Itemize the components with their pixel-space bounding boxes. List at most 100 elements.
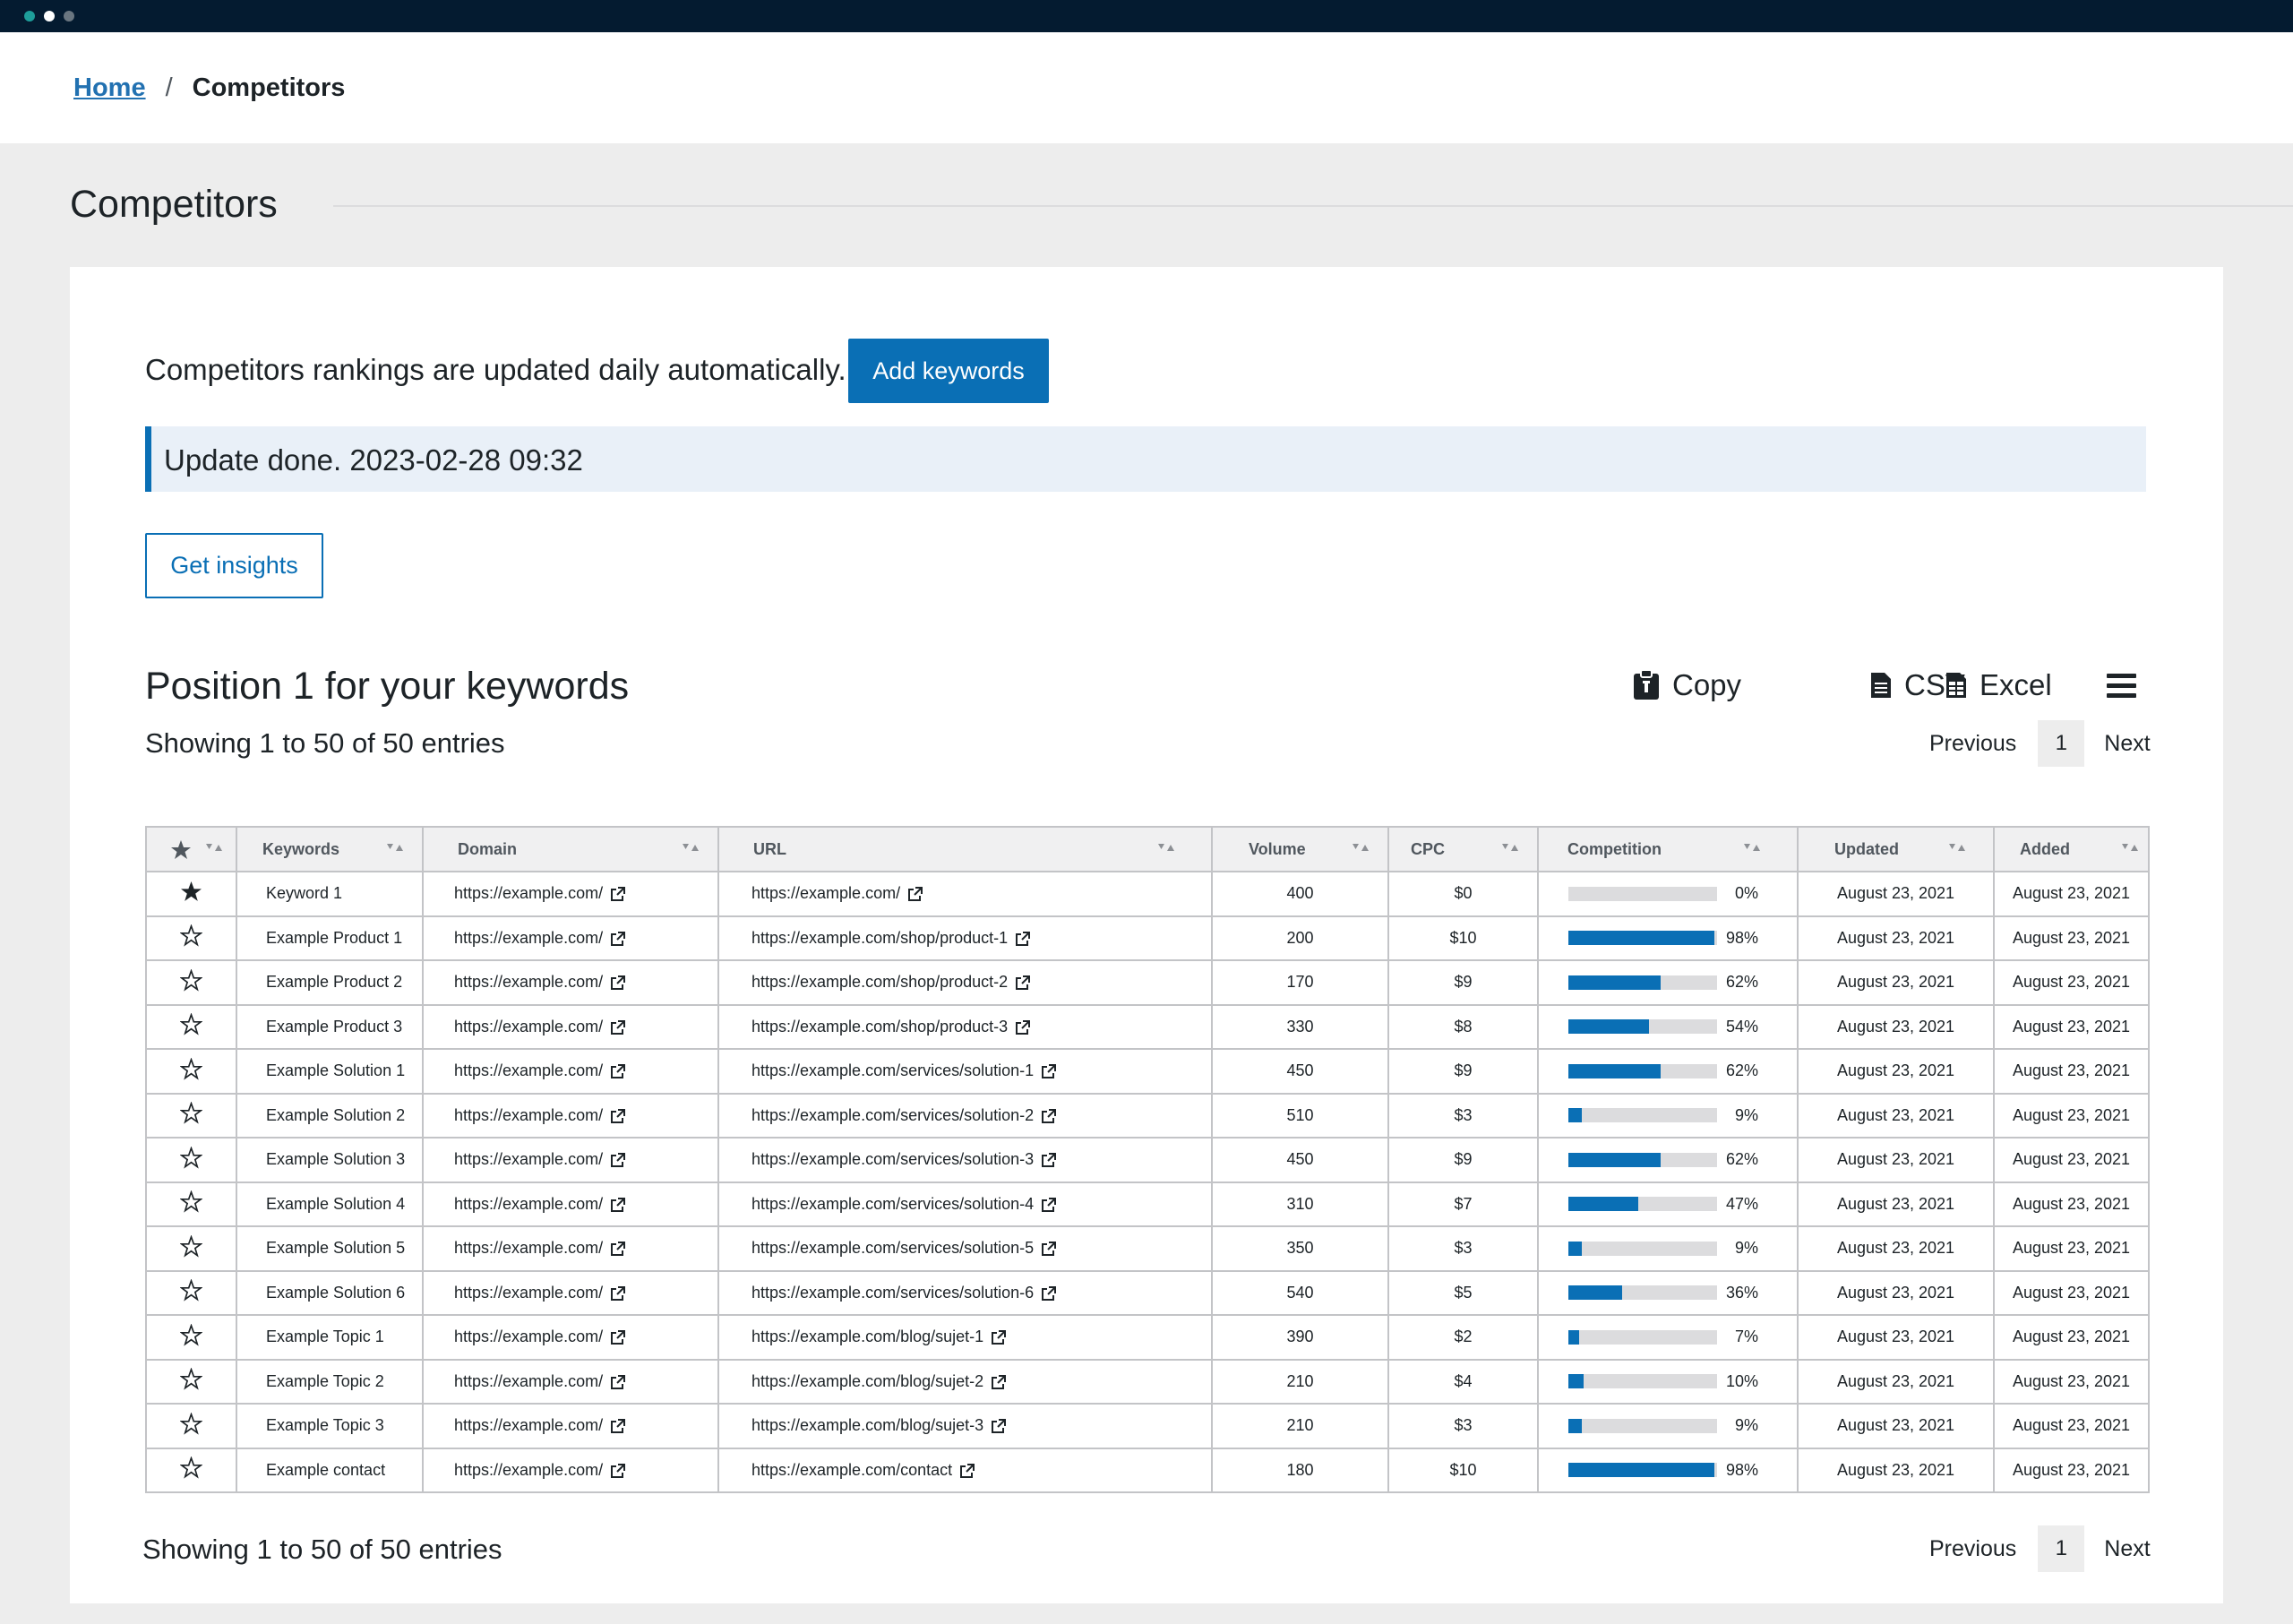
external-link-icon[interactable] [610, 1153, 626, 1168]
column-header-cpc[interactable]: CPC [1387, 826, 1539, 872]
domain-text: https://example.com/ [454, 1371, 604, 1390]
column-header-added[interactable]: Added [1993, 826, 2150, 872]
external-link-icon[interactable] [610, 1419, 626, 1434]
external-link-icon[interactable] [1041, 1153, 1057, 1168]
url-cell: https://example.com/services/solution-5 [717, 1225, 1213, 1272]
external-link-icon[interactable] [610, 1064, 626, 1079]
domain-text: https://example.com/ [454, 1239, 604, 1258]
column-header-url[interactable]: URL [717, 826, 1213, 872]
favorite-toggle[interactable] [145, 1447, 237, 1493]
window-close-dot[interactable] [24, 11, 35, 21]
external-link-icon[interactable] [610, 1242, 626, 1257]
copy-button[interactable]: Copy [1633, 668, 1741, 702]
domain-cell: https://example.com/ [422, 1447, 719, 1493]
domain-cell: https://example.com/ [422, 1092, 719, 1139]
column-header-keywords[interactable]: Keywords [236, 826, 424, 872]
excel-button[interactable]: Excel [1945, 668, 2052, 702]
external-link-icon[interactable] [1041, 1285, 1057, 1302]
added-cell: August 23, 2021 [1993, 1269, 2150, 1316]
favorite-toggle[interactable] [145, 1048, 237, 1095]
volume-cell: 510 [1211, 1092, 1389, 1139]
star-outline-icon[interactable] [179, 1412, 203, 1435]
top-bar: Home / Competitors [0, 32, 2293, 143]
external-link-icon[interactable] [991, 1330, 1007, 1345]
star-outline-icon[interactable] [179, 1323, 203, 1346]
favorite-toggle[interactable] [145, 1181, 237, 1227]
external-link-icon[interactable] [959, 1463, 975, 1479]
window-maximize-dot[interactable] [64, 11, 74, 21]
get-insights-button[interactable]: Get insights [145, 533, 323, 598]
competition-bar-fill [1568, 1063, 1661, 1078]
breadcrumb-home-link[interactable]: Home [73, 73, 146, 102]
added-cell: August 23, 2021 [1993, 1403, 2150, 1449]
star-outline-icon[interactable] [179, 1190, 203, 1213]
spreadsheet-icon [1946, 673, 1966, 698]
sort-icon [2122, 844, 2138, 851]
favorite-toggle[interactable] [145, 1092, 237, 1139]
previous-page-button[interactable]: Previous [1929, 1535, 2017, 1561]
external-link-icon[interactable] [1015, 931, 1031, 947]
star-outline-icon[interactable] [179, 1456, 203, 1479]
keyword-cell: Example contact [236, 1447, 424, 1493]
window-minimize-dot[interactable] [44, 11, 55, 21]
next-page-button[interactable]: Next [2104, 1535, 2151, 1561]
external-link-icon[interactable] [610, 1374, 626, 1390]
favorite-toggle[interactable] [145, 1358, 237, 1405]
favorite-toggle[interactable] [145, 915, 237, 961]
external-link-icon[interactable] [1015, 1019, 1031, 1035]
external-link-icon[interactable] [610, 1285, 626, 1302]
add-keywords-button[interactable]: Add keywords [848, 339, 1049, 403]
table-row: Example Solution 5 https://example.com/ht… [145, 1225, 2150, 1272]
external-link-icon[interactable] [610, 1463, 626, 1479]
column-header-volume[interactable]: Volume [1211, 826, 1389, 872]
external-link-icon[interactable] [610, 1330, 626, 1345]
favorite-toggle[interactable] [145, 1314, 237, 1361]
hamburger-menu-icon[interactable] [2107, 674, 2136, 698]
star-outline-icon[interactable] [179, 1012, 203, 1035]
external-link-icon[interactable] [610, 931, 626, 947]
favorite-toggle[interactable] [145, 1269, 237, 1316]
external-link-icon[interactable] [610, 1108, 626, 1124]
star-outline-icon[interactable] [179, 1101, 203, 1124]
external-link-icon[interactable] [1041, 1064, 1057, 1079]
external-link-icon[interactable] [610, 1019, 626, 1035]
column-header-domain[interactable]: Domain [422, 826, 719, 872]
table-row: Example Topic 3 https://example.com/https… [145, 1403, 2150, 1449]
star-outline-icon[interactable] [179, 968, 203, 992]
external-link-icon[interactable] [610, 975, 626, 991]
favorite-toggle[interactable] [145, 1137, 237, 1183]
external-link-icon[interactable] [1041, 1197, 1057, 1213]
external-link-icon[interactable] [991, 1374, 1007, 1390]
column-header-competition[interactable]: Competition [1537, 826, 1799, 872]
favorite-toggle[interactable] [145, 1003, 237, 1050]
star-filled-icon[interactable] [180, 881, 202, 903]
external-link-icon[interactable] [610, 1197, 626, 1213]
keyword-cell: Example Topic 2 [236, 1358, 424, 1405]
previous-page-button[interactable]: Previous [1929, 730, 2017, 756]
external-link-icon[interactable] [1015, 975, 1031, 991]
external-link-icon[interactable] [907, 887, 923, 902]
star-outline-icon[interactable] [179, 1278, 203, 1302]
star-outline-icon[interactable] [179, 1234, 203, 1258]
next-page-button[interactable]: Next [2104, 730, 2151, 756]
page-1-button[interactable]: 1 [2038, 720, 2085, 767]
favorite-toggle[interactable] [145, 871, 237, 917]
external-link-icon[interactable] [1041, 1242, 1057, 1257]
external-link-icon[interactable] [610, 887, 626, 902]
competition-bar [1568, 1063, 1717, 1078]
external-link-icon[interactable] [991, 1419, 1007, 1434]
column-header-updated[interactable]: Updated [1797, 826, 1995, 872]
favorite-toggle[interactable] [145, 1403, 237, 1449]
volume-cell: 210 [1211, 1403, 1389, 1449]
url-text: https://example.com/blog/sujet-3 [751, 1416, 984, 1435]
star-outline-icon[interactable] [179, 924, 203, 947]
favorite-toggle[interactable] [145, 959, 237, 1006]
competition-percent: 0% [1734, 884, 1758, 903]
external-link-icon[interactable] [1041, 1108, 1057, 1124]
column-header-star[interactable] [145, 826, 237, 872]
favorite-toggle[interactable] [145, 1225, 237, 1272]
star-outline-icon[interactable] [179, 1057, 203, 1080]
star-outline-icon[interactable] [179, 1146, 203, 1169]
page-1-button[interactable]: 1 [2038, 1525, 2085, 1572]
star-outline-icon[interactable] [179, 1367, 203, 1390]
